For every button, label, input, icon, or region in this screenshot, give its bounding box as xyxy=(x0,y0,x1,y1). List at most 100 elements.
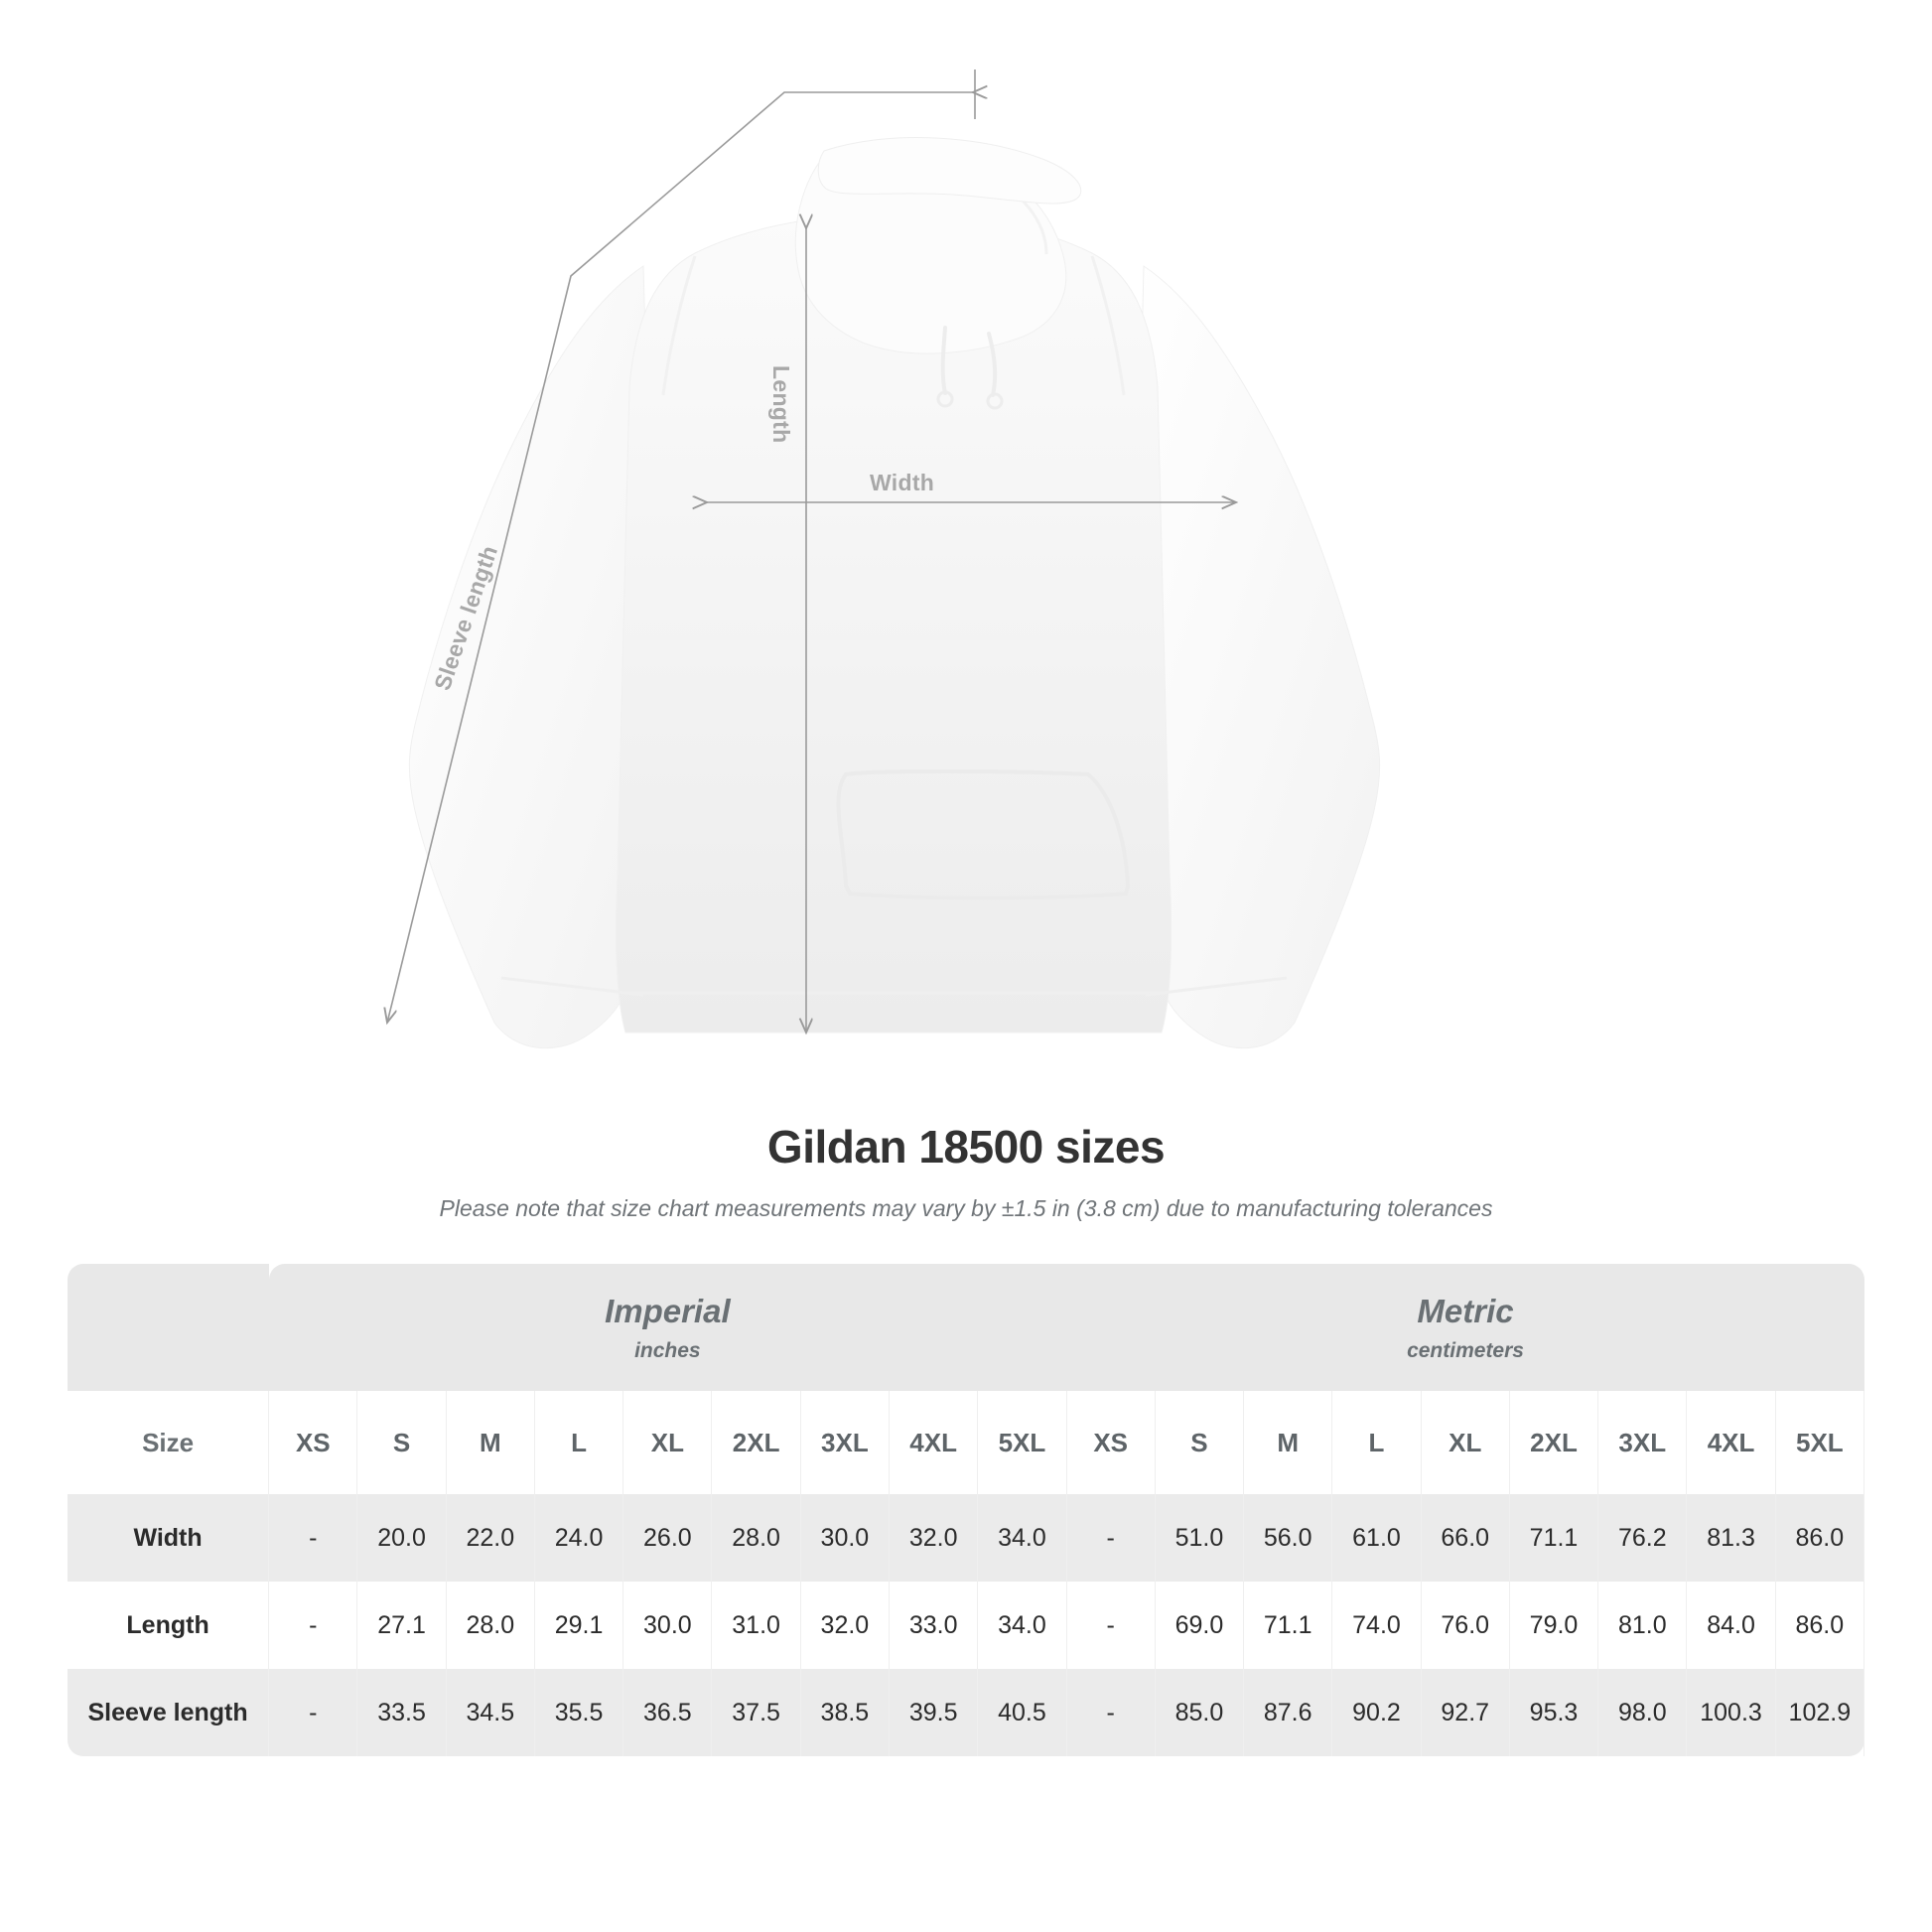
cell-sleeve-length-imperial-xl: 36.5 xyxy=(622,1669,713,1756)
cell-width-imperial-5xl: 34.0 xyxy=(977,1494,1067,1582)
size-table-body: Width -20.0 22.0 24.0 26.0 28.0 30.0 32.0 34.0-5… xyxy=(68,1494,1865,1756)
cell-sleeve-length-metric-xs: - xyxy=(1066,1669,1156,1756)
cell-sleeve-length-metric-s: 85.0 xyxy=(1155,1669,1245,1756)
cell-width-metric-4xl: 81.3 xyxy=(1686,1494,1776,1582)
size-header-row: Size XS S M L XL 2XL 3XL 4XL 5XL XS S M L XL 2XL 3XL 4XL 5… xyxy=(68,1391,1865,1494)
cell-length-imperial-xs: - xyxy=(268,1582,358,1669)
cell-sleeve-length-imperial-2xl: 37.5 xyxy=(711,1669,801,1756)
diagram-label-length: Length xyxy=(768,365,794,444)
diagram-label-width: Width xyxy=(870,470,935,495)
row-label-sleeve-length: Sleeve length xyxy=(68,1669,270,1756)
size-header-metric-3xl: 3XL xyxy=(1597,1391,1688,1494)
cell-sleeve-length-imperial-5xl: 40.5 xyxy=(977,1669,1067,1756)
cell-width-metric-3xl: 76.2 xyxy=(1597,1494,1688,1582)
size-header-imperial-2xl: 2XL xyxy=(711,1391,801,1494)
cell-width-metric-m: 56.0 xyxy=(1243,1494,1333,1582)
cell-length-imperial-2xl: 31.0 xyxy=(711,1582,801,1669)
size-header-imperial-l: L xyxy=(534,1391,624,1494)
row-label-length: Length xyxy=(68,1582,270,1669)
cell-width-imperial-s: 20.0 xyxy=(356,1494,447,1582)
cell-length-metric-4xl: 84.0 xyxy=(1686,1582,1776,1669)
cell-length-metric-5xl: 86.0 xyxy=(1775,1582,1865,1669)
cell-length-imperial-l: 29.1 xyxy=(534,1582,624,1669)
size-header-metric-l: L xyxy=(1331,1391,1422,1494)
size-header-metric-5xl: 5XL xyxy=(1775,1391,1865,1494)
size-table-container: Imperial inches Metric centimeters Size X… xyxy=(0,1264,1932,1756)
cell-length-metric-3xl: 81.0 xyxy=(1597,1582,1688,1669)
size-header-imperial-3xl: 3XL xyxy=(800,1391,891,1494)
size-header-metric-4xl: 4XL xyxy=(1686,1391,1776,1494)
cell-width-metric-xl: 66.0 xyxy=(1421,1494,1510,1582)
size-header-metric-m: M xyxy=(1243,1391,1333,1494)
page-title: Gildan 18500 sizes xyxy=(766,1121,1166,1173)
cell-sleeve-length-metric-5xl: 102.9 xyxy=(1775,1669,1865,1756)
size-table: Imperial inches Metric centimeters Size X… xyxy=(68,1264,1865,1756)
size-header-imperial-s: S xyxy=(356,1391,447,1494)
cell-sleeve-length-metric-2xl: 95.3 xyxy=(1509,1669,1599,1756)
row-label-width: Width xyxy=(68,1494,270,1582)
cell-width-imperial-2xl: 28.0 xyxy=(711,1494,801,1582)
cell-length-metric-m: 71.1 xyxy=(1243,1582,1333,1669)
cell-length-metric-2xl: 79.0 xyxy=(1509,1582,1599,1669)
table-row: Width -20.0 22.0 24.0 26.0 28.0 30.0 32.0 34.0-5… xyxy=(68,1494,1865,1582)
measurement-lines xyxy=(387,69,1236,1033)
size-header-metric-xl: XL xyxy=(1421,1391,1510,1494)
size-header-imperial-5xl: 5XL xyxy=(977,1391,1067,1494)
unit-group-metric-name: Metric xyxy=(1417,1292,1514,1329)
cell-width-imperial-xs: - xyxy=(268,1494,358,1582)
table-row: Length -27.1 28.0 29.1 30.0 31.0 32.0 33.0 34.0-… xyxy=(68,1582,1865,1669)
cell-sleeve-length-metric-xl: 92.7 xyxy=(1421,1669,1510,1756)
cell-width-imperial-3xl: 30.0 xyxy=(800,1494,891,1582)
cell-sleeve-length-imperial-3xl: 38.5 xyxy=(800,1669,891,1756)
title-block: Gildan 18500 sizes Please note that size… xyxy=(0,1120,1932,1222)
size-table-head: Imperial inches Metric centimeters Size X… xyxy=(68,1264,1865,1494)
unit-group-imperial-name: Imperial xyxy=(605,1292,731,1329)
cell-width-imperial-l: 24.0 xyxy=(534,1494,624,1582)
cell-sleeve-length-metric-4xl: 100.3 xyxy=(1686,1669,1776,1756)
cell-width-metric-l: 61.0 xyxy=(1331,1494,1422,1582)
cell-length-imperial-5xl: 34.0 xyxy=(977,1582,1067,1669)
cell-length-imperial-xl: 30.0 xyxy=(622,1582,713,1669)
cell-sleeve-length-metric-m: 87.6 xyxy=(1243,1669,1333,1756)
unit-group-metric: Metric centimeters xyxy=(1066,1264,1864,1391)
size-header-imperial-m: M xyxy=(446,1391,535,1494)
hoodie-shape xyxy=(408,137,1381,1049)
size-header-imperial-4xl: 4XL xyxy=(889,1391,979,1494)
hoodie-measurement-diagram: Width Length Sleeve length xyxy=(0,69,1381,1049)
tolerance-note: Please note that size chart measurements… xyxy=(439,1195,1493,1221)
cell-width-imperial-xl: 26.0 xyxy=(622,1494,713,1582)
cell-length-metric-l: 74.0 xyxy=(1331,1582,1422,1669)
cell-length-imperial-4xl: 33.0 xyxy=(889,1582,979,1669)
size-header-metric-s: S xyxy=(1155,1391,1245,1494)
cell-sleeve-length-metric-l: 90.2 xyxy=(1331,1669,1422,1756)
cell-length-imperial-s: 27.1 xyxy=(356,1582,447,1669)
size-header-imperial-xs: XS xyxy=(268,1391,358,1494)
cell-sleeve-length-imperial-4xl: 39.5 xyxy=(889,1669,979,1756)
table-row: Sleeve length -33.5 34.5 35.5 36.5 37.5 38.5 39… xyxy=(68,1669,1865,1756)
cell-sleeve-length-imperial-s: 33.5 xyxy=(356,1669,447,1756)
cell-width-metric-2xl: 71.1 xyxy=(1509,1494,1599,1582)
cell-sleeve-length-metric-3xl: 98.0 xyxy=(1597,1669,1688,1756)
cell-width-imperial-4xl: 32.0 xyxy=(889,1494,979,1582)
cell-width-imperial-m: 22.0 xyxy=(446,1494,535,1582)
cell-width-metric-5xl: 86.0 xyxy=(1775,1494,1865,1582)
cell-length-metric-xl: 76.0 xyxy=(1421,1582,1510,1669)
unit-corner-cell xyxy=(68,1264,270,1391)
cell-sleeve-length-imperial-m: 34.5 xyxy=(446,1669,535,1756)
cell-length-imperial-m: 28.0 xyxy=(446,1582,535,1669)
size-header-metric-2xl: 2XL xyxy=(1509,1391,1599,1494)
cell-sleeve-length-imperial-l: 35.5 xyxy=(534,1669,624,1756)
cell-length-imperial-3xl: 32.0 xyxy=(800,1582,891,1669)
size-header-imperial-xl: XL xyxy=(622,1391,713,1494)
unit-group-imperial: Imperial inches xyxy=(268,1264,1067,1391)
cell-length-metric-xs: - xyxy=(1066,1582,1156,1669)
cell-width-metric-xs: - xyxy=(1066,1494,1156,1582)
size-header-metric-xs: XS xyxy=(1066,1391,1156,1494)
unit-group-row: Imperial inches Metric centimeters xyxy=(68,1264,1864,1391)
cell-width-metric-s: 51.0 xyxy=(1155,1494,1245,1582)
size-column-label: Size xyxy=(68,1391,270,1494)
hoodie-illustration xyxy=(0,69,1381,1049)
cell-sleeve-length-imperial-xs: - xyxy=(268,1669,358,1756)
unit-group-imperial-unit: inches xyxy=(634,1338,701,1362)
